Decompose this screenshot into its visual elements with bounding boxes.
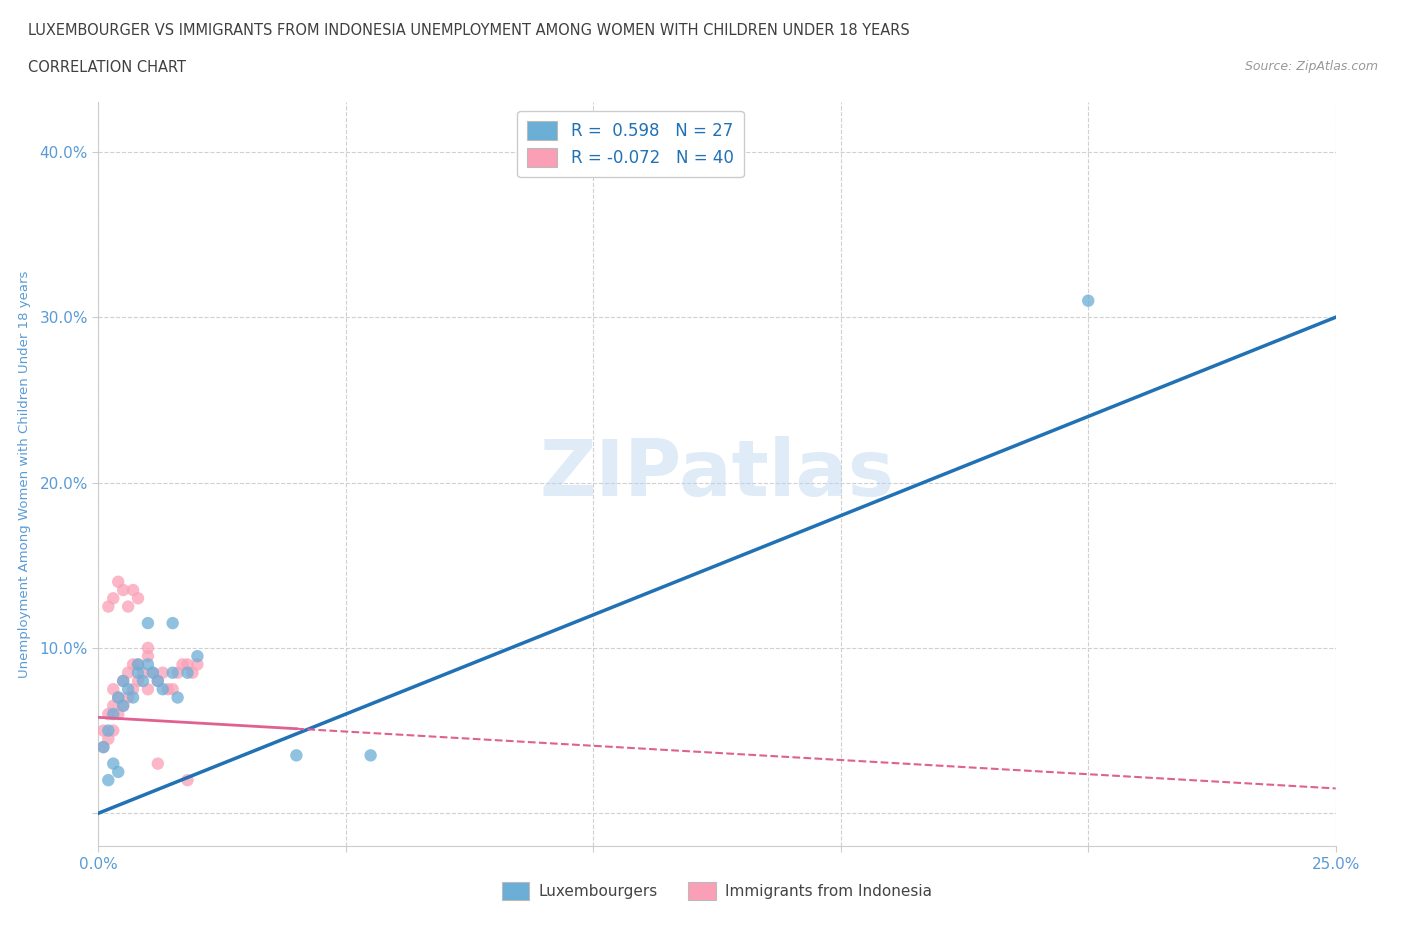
Point (122, 682, 145, 697)
Point (117, 665, 139, 680)
Point (146, 673, 169, 688)
Point (112, 698, 135, 713)
Point (127, 665, 149, 680)
Point (122, 690, 145, 705)
Point (1077, 293, 1099, 308)
Point (107, 764, 129, 779)
Point (112, 582, 135, 597)
Point (166, 665, 188, 680)
Point (156, 682, 179, 697)
Point (132, 665, 155, 680)
Point (162, 616, 184, 631)
Point (142, 665, 165, 680)
Point (176, 773, 198, 788)
Point (122, 657, 145, 671)
Point (93, 739, 115, 754)
Point (166, 690, 188, 705)
Point (136, 641, 159, 656)
Point (127, 591, 149, 605)
Point (112, 673, 135, 688)
Point (186, 649, 208, 664)
Point (142, 665, 165, 680)
Point (97, 773, 120, 788)
Point (136, 657, 159, 671)
Point (127, 657, 149, 671)
Point (132, 673, 155, 688)
Point (285, 748, 308, 763)
Point (112, 673, 135, 688)
Point (103, 591, 125, 605)
Point (186, 657, 208, 671)
Point (107, 690, 129, 705)
Point (176, 657, 198, 671)
Point (103, 698, 125, 713)
Point (127, 673, 149, 688)
Point (162, 682, 184, 697)
Point (93, 739, 115, 754)
Point (360, 748, 382, 763)
Text: CORRELATION CHART: CORRELATION CHART (28, 60, 186, 75)
Point (112, 698, 135, 713)
Point (103, 682, 125, 697)
Point (93, 724, 115, 738)
Point (136, 616, 159, 631)
Point (117, 690, 139, 705)
Text: ZIPatlas: ZIPatlas (540, 436, 894, 512)
Point (181, 665, 204, 680)
Point (97, 724, 120, 738)
Point (122, 582, 145, 597)
Y-axis label: Unemployment Among Women with Children Under 18 years: Unemployment Among Women with Children U… (18, 271, 31, 678)
Point (136, 649, 159, 664)
Point (162, 665, 184, 680)
Text: LUXEMBOURGER VS IMMIGRANTS FROM INDONESIA UNEMPLOYMENT AMONG WOMEN WITH CHILDREN: LUXEMBOURGER VS IMMIGRANTS FROM INDONESI… (28, 23, 910, 38)
Text: Source: ZipAtlas.com: Source: ZipAtlas.com (1244, 60, 1378, 73)
Point (117, 682, 139, 697)
Point (103, 724, 125, 738)
Point (152, 665, 174, 680)
Point (107, 690, 129, 705)
Point (117, 599, 139, 614)
Point (97, 707, 120, 722)
Point (103, 707, 125, 722)
Point (146, 756, 169, 771)
Point (136, 682, 159, 697)
Point (97, 599, 120, 614)
Point (152, 682, 174, 697)
Point (176, 665, 198, 680)
Point (172, 657, 194, 671)
Point (127, 657, 149, 671)
Point (97, 731, 120, 746)
Point (103, 756, 125, 771)
Point (146, 673, 169, 688)
Point (107, 575, 129, 590)
Point (107, 707, 129, 722)
Legend: Luxembourgers, Immigrants from Indonesia: Luxembourgers, Immigrants from Indonesia (496, 876, 938, 906)
